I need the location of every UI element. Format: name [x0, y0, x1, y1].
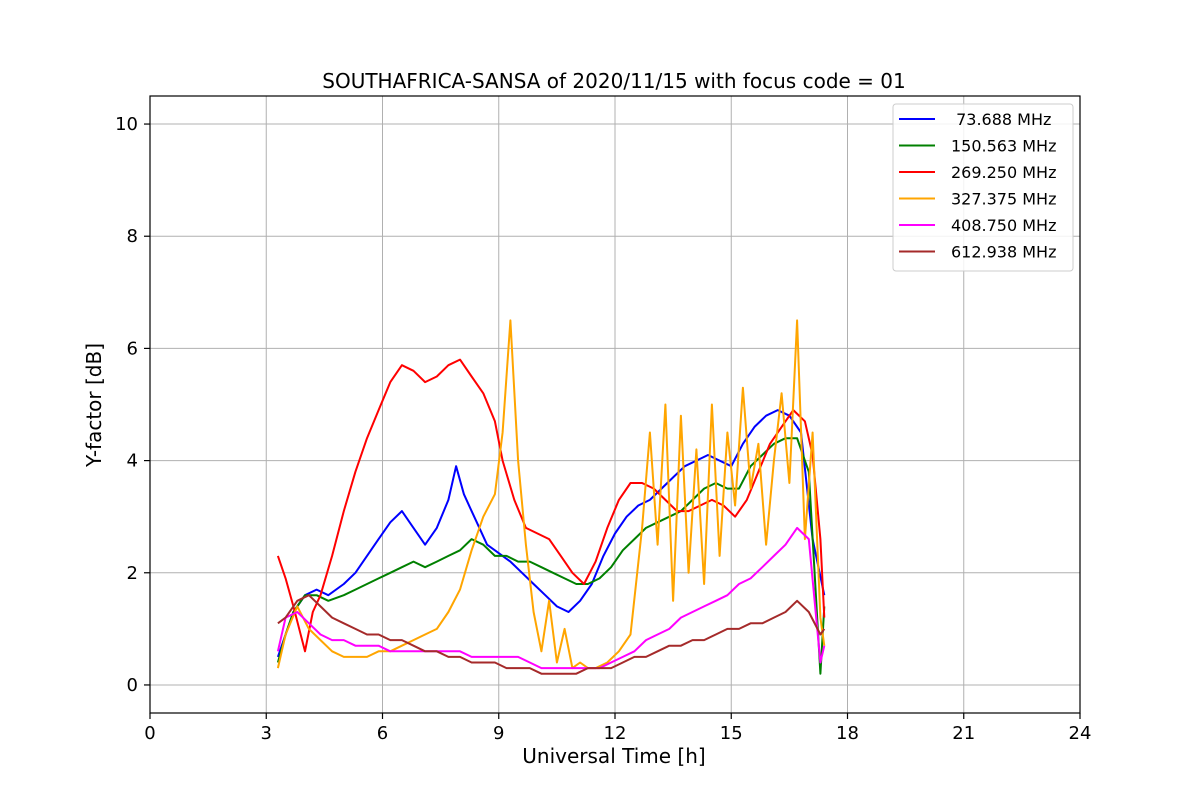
y-tick-label: 4 [127, 451, 138, 472]
series-line-0 [276, 409, 826, 658]
legend-label: 612.938 MHz [951, 243, 1056, 262]
x-tick-label: 24 [1069, 723, 1092, 744]
y-tick-label: 0 [127, 675, 138, 696]
y-ticks: 0 2 4 6 8 10 [115, 114, 150, 696]
series-line-5 [277, 594, 826, 675]
legend-label: 73.688 MHz [951, 110, 1051, 129]
y-tick-label: 8 [127, 226, 138, 247]
y-tick-label: 6 [127, 338, 138, 359]
x-tick-label: 15 [720, 723, 743, 744]
y-tick-label: 10 [115, 114, 138, 135]
legend-box [892, 103, 1074, 272]
x-tick-label: 9 [493, 723, 504, 744]
x-tick-label: 0 [144, 723, 155, 744]
y-tick-label: 2 [127, 563, 138, 584]
x-tick-label: 3 [261, 723, 272, 744]
legend-label: 408.750 MHz [951, 216, 1056, 235]
x-axis-title: Universal Time [h] [522, 744, 705, 768]
x-tick-label: 21 [952, 723, 975, 744]
legend-label: 150.563 MHz [951, 137, 1056, 156]
series-line-1 [276, 437, 826, 675]
x-tick-label: 6 [377, 723, 388, 744]
x-ticks: 0 3 6 9 12 15 18 21 24 [144, 713, 1091, 744]
legend-label: 327.375 MHz [951, 190, 1056, 209]
y-axis-title: Y-factor [dB] [82, 343, 106, 468]
series-group [276, 319, 826, 675]
chart-title: SOUTHAFRICA-SANSA of 2020/11/15 with foc… [322, 69, 906, 93]
legend: 73.688 MHz 150.563 MHz 269.250 MHz 327.375 … [892, 103, 1074, 272]
series-line-4 [276, 526, 826, 670]
legend-label: 269.250 MHz [951, 163, 1056, 182]
x-tick-label: 18 [836, 723, 859, 744]
series-line-2 [276, 358, 826, 653]
x-tick-label: 12 [604, 723, 627, 744]
